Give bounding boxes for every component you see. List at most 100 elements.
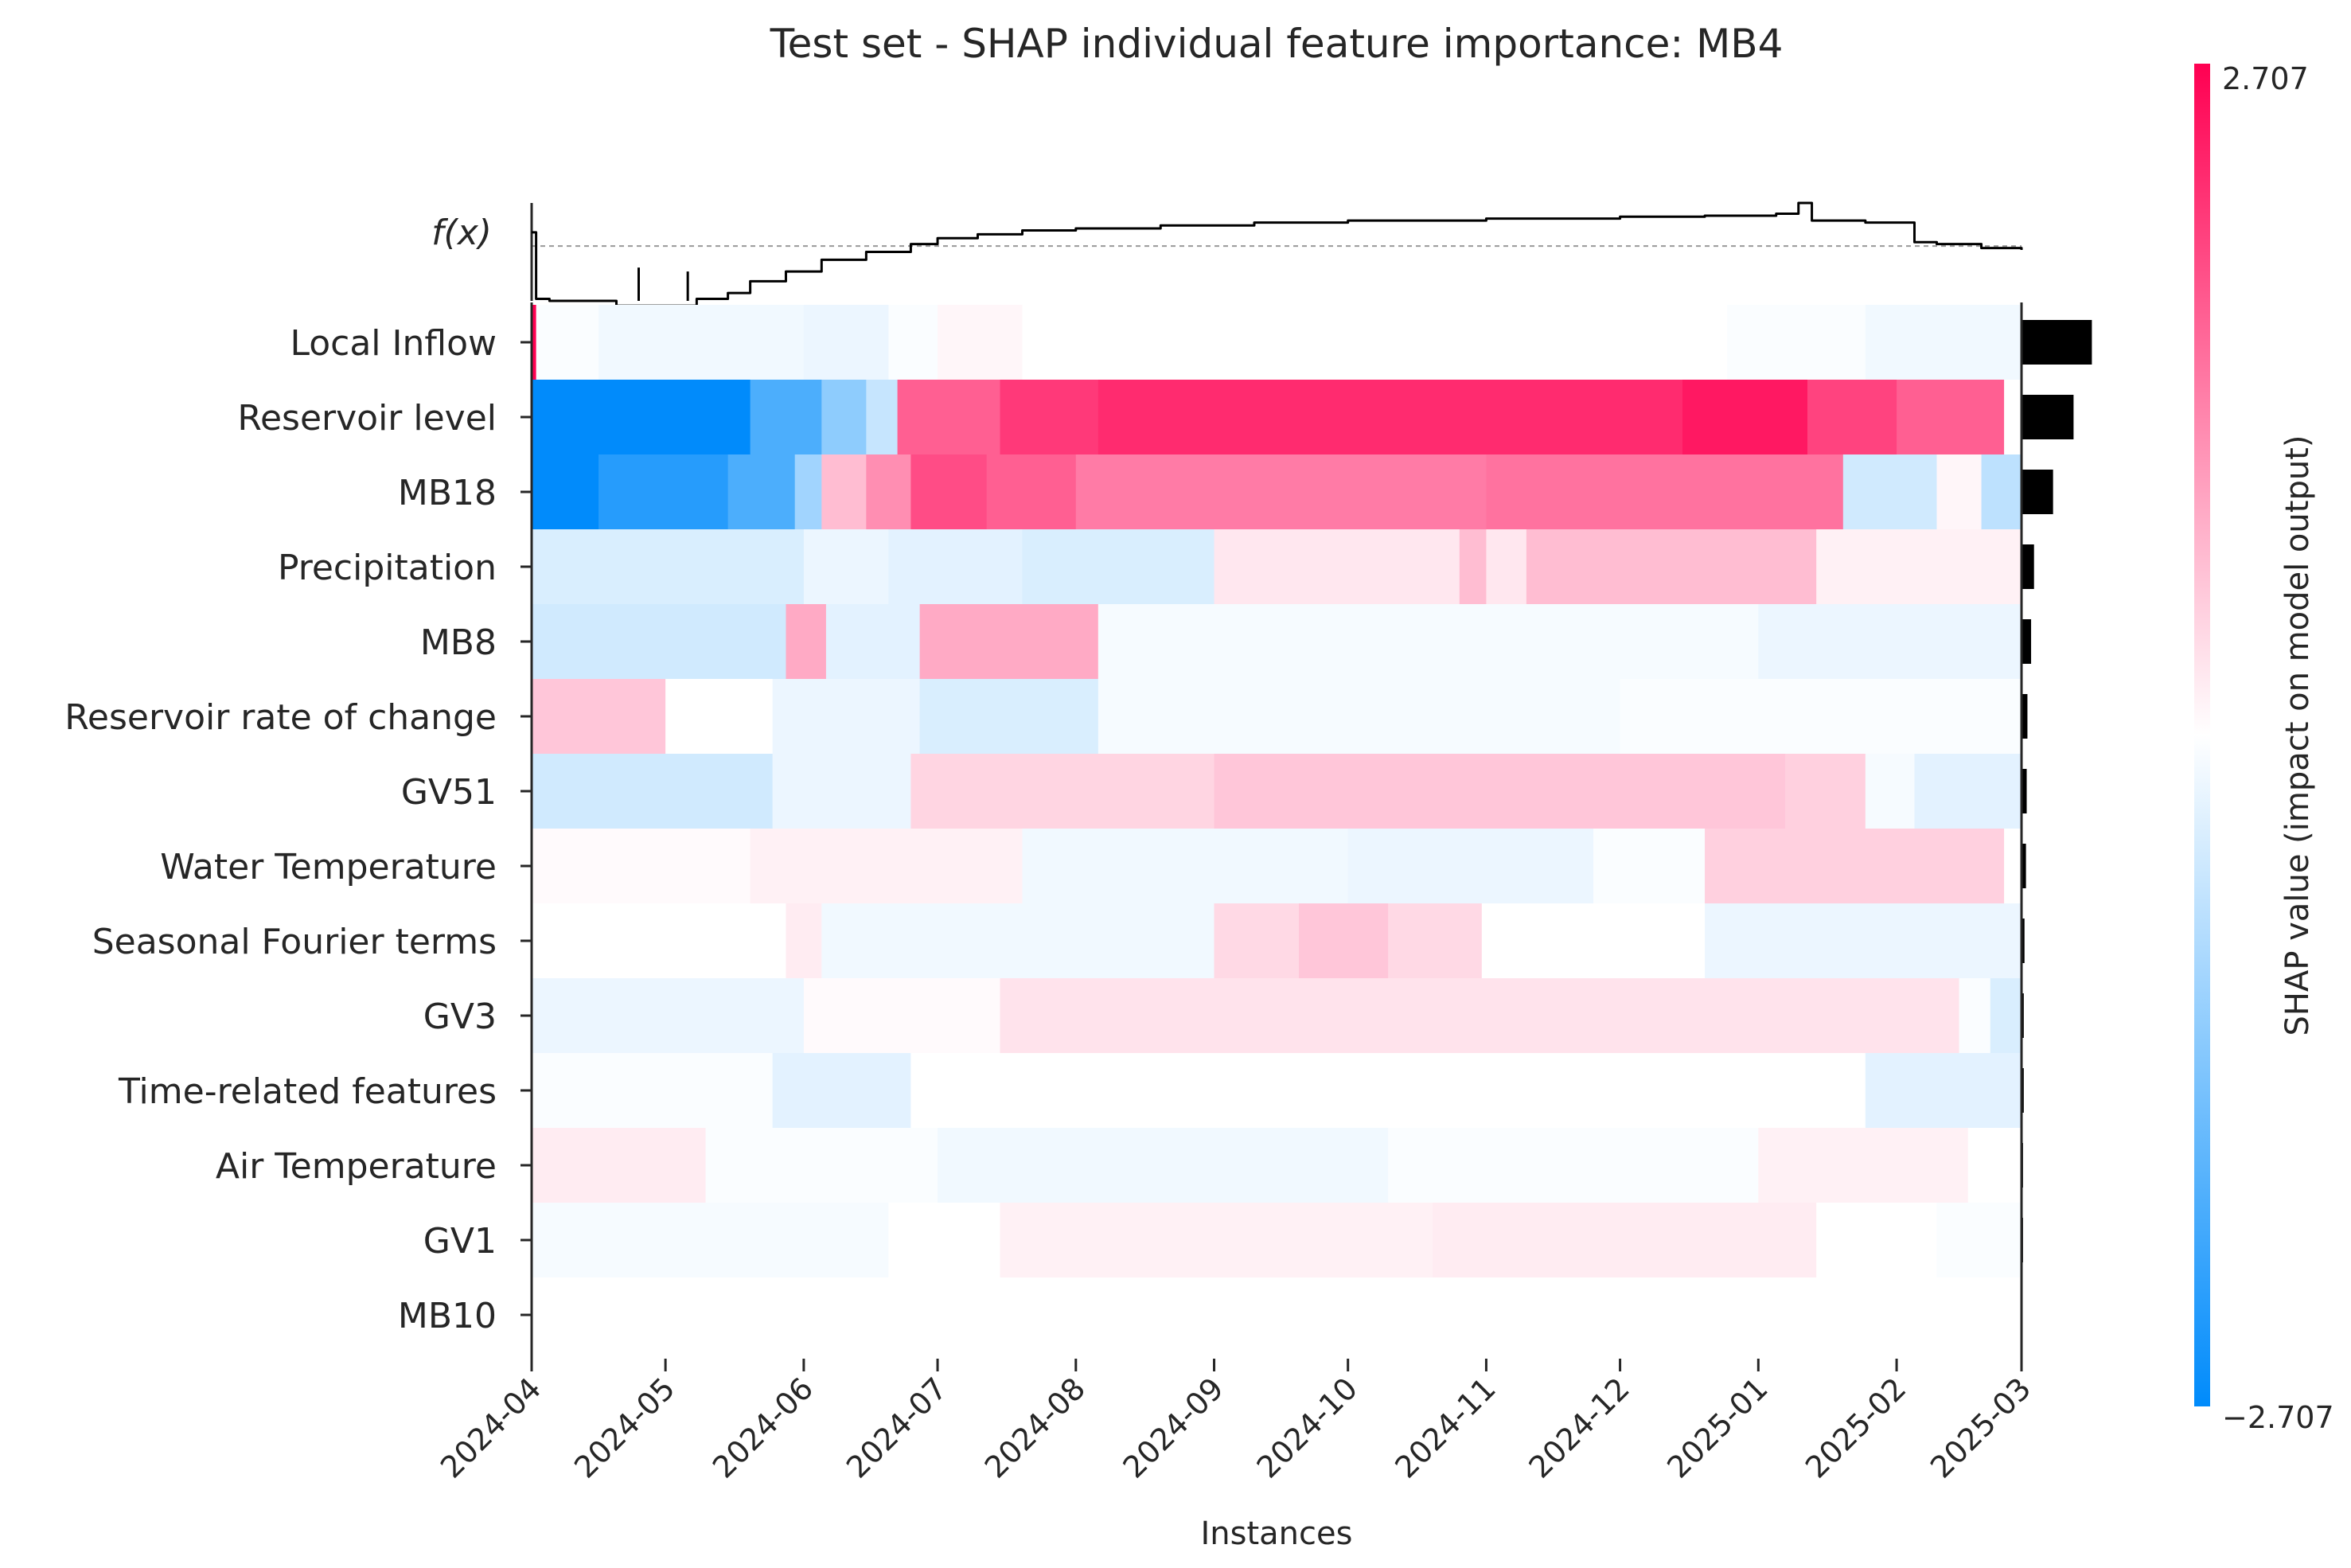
heatmap-cell (1526, 529, 1817, 604)
x-tick-label: 2024-12 (1522, 1371, 1636, 1484)
heatmap-cell (532, 454, 599, 529)
heatmap-cell (910, 1053, 1866, 1128)
heatmap-cell (1897, 380, 2005, 454)
heatmap-cell (1022, 829, 1349, 903)
importance-bar (2022, 320, 2092, 365)
x-tick-label: 2024-05 (567, 1371, 681, 1484)
feature-labels: Local Inflow Reservoir level MB18 Precipita… (64, 323, 532, 1336)
heatmap-cell (1865, 1053, 2022, 1128)
x-tick-label: 2024-08 (978, 1371, 1092, 1484)
x-tick-label: 2024-10 (1250, 1371, 1364, 1484)
heatmap-cell (1459, 529, 1487, 604)
feature-label: Reservoir rate of change (64, 697, 497, 738)
heatmap-cell (532, 978, 805, 1053)
importance-bars (2022, 320, 2092, 1262)
heatmap-cell (532, 1053, 774, 1128)
heatmap-cell (1758, 1128, 1969, 1203)
heatmap-cell (532, 679, 666, 754)
heatmap-cell (750, 380, 822, 454)
x-tick-label: 2024-04 (434, 1371, 548, 1484)
feature-label: GV51 (401, 772, 497, 813)
heatmap-cell (1388, 903, 1483, 978)
feature-label: GV3 (423, 997, 497, 1037)
heatmap-cell (1075, 454, 1487, 529)
heatmap-cell (536, 305, 599, 380)
heatmap-cell (888, 529, 1023, 604)
heatmap-cell (532, 529, 805, 604)
heatmap-cell (1098, 380, 1683, 454)
heatmap-cell (1682, 380, 1808, 454)
heatmap-cell (1959, 978, 1991, 1053)
heatmap-cell (532, 829, 751, 903)
x-tick-label: 2024-11 (1388, 1371, 1502, 1484)
heatmap-cell (1593, 829, 1706, 903)
heatmap-cell (727, 454, 796, 529)
heatmap-cell (919, 604, 1099, 679)
heatmap-cell (1486, 529, 1527, 604)
feature-label: Reservoir level (237, 398, 497, 439)
heatmap-cell (1705, 829, 2005, 903)
heatmap-cell (750, 829, 1023, 903)
colorbar (2194, 64, 2210, 1406)
heatmap-cell (1936, 1203, 2022, 1277)
heatmap-cell (821, 380, 867, 454)
heatmap-cell (986, 454, 1077, 529)
heatmap-cell (1000, 978, 1960, 1053)
x-tick-label: 2025-01 (1660, 1371, 1774, 1484)
feature-label: Water Temperature (160, 847, 497, 887)
heatmap-cell (821, 454, 867, 529)
importance-bar (2022, 395, 2074, 439)
heatmap-cell (786, 903, 822, 978)
heatmap-cell (772, 679, 921, 754)
heatmap-cell (803, 305, 889, 380)
feature-label: Air Temperature (216, 1146, 497, 1187)
x-tick-label: 2024-06 (706, 1371, 820, 1484)
heatmap-cell (1098, 604, 1759, 679)
heatmap-cell (1214, 754, 1786, 829)
colorbar-max-label: 2.707 (2222, 61, 2309, 96)
x-tick-label: 2025-03 (1924, 1371, 2037, 1484)
heatmap-cell (897, 380, 1001, 454)
colorbar-min-label: −2.707 (2222, 1400, 2334, 1435)
heatmap-cell (794, 454, 822, 529)
heatmap-cell (1000, 380, 1099, 454)
feature-label: Precipitation (278, 548, 497, 588)
importance-bar (2022, 694, 2028, 739)
fx-label: f(x) (431, 213, 492, 253)
heatmap-cell (1758, 604, 2022, 679)
heatmap-cell (532, 1128, 707, 1203)
heatmap-cell (1388, 1128, 1759, 1203)
heatmap-cell (1347, 829, 1594, 903)
heatmap-cell (1967, 1128, 2022, 1203)
heatmap-cell (888, 1203, 1001, 1277)
heatmap-cell (803, 978, 1001, 1053)
heatmap-cell (532, 604, 786, 679)
heatmap-cell (1816, 529, 2022, 604)
heatmap-cell (1914, 754, 2022, 829)
feature-label: MB8 (420, 622, 497, 663)
feature-label: MB10 (398, 1296, 497, 1336)
feature-label: Time-related features (118, 1071, 497, 1112)
heatmap-cell (665, 679, 774, 754)
importance-bar (2022, 919, 2025, 963)
importance-bar (2022, 844, 2026, 888)
heatmap-cell (910, 454, 988, 529)
feature-label: Seasonal Fourier terms (92, 922, 497, 962)
heatmap-cell (1865, 754, 1915, 829)
heatmap-cell (1727, 305, 1866, 380)
heatmap-cell (532, 754, 774, 829)
heatmap-cell (532, 380, 751, 454)
x-tick-label: 2024-07 (840, 1371, 953, 1484)
heatmap-cell (938, 1128, 1389, 1203)
importance-bar (2022, 619, 2032, 664)
x-axis-label: Instances (1201, 1515, 1353, 1552)
fx-spikes (637, 267, 689, 301)
heatmap-cell (821, 903, 1215, 978)
heatmap-cells (532, 305, 2022, 1352)
heatmap-cell (866, 380, 899, 454)
heatmap-cell (1981, 454, 2022, 529)
importance-bar (2022, 993, 2024, 1038)
heatmap-cell (772, 1053, 911, 1128)
importance-bar (2022, 1068, 2024, 1113)
